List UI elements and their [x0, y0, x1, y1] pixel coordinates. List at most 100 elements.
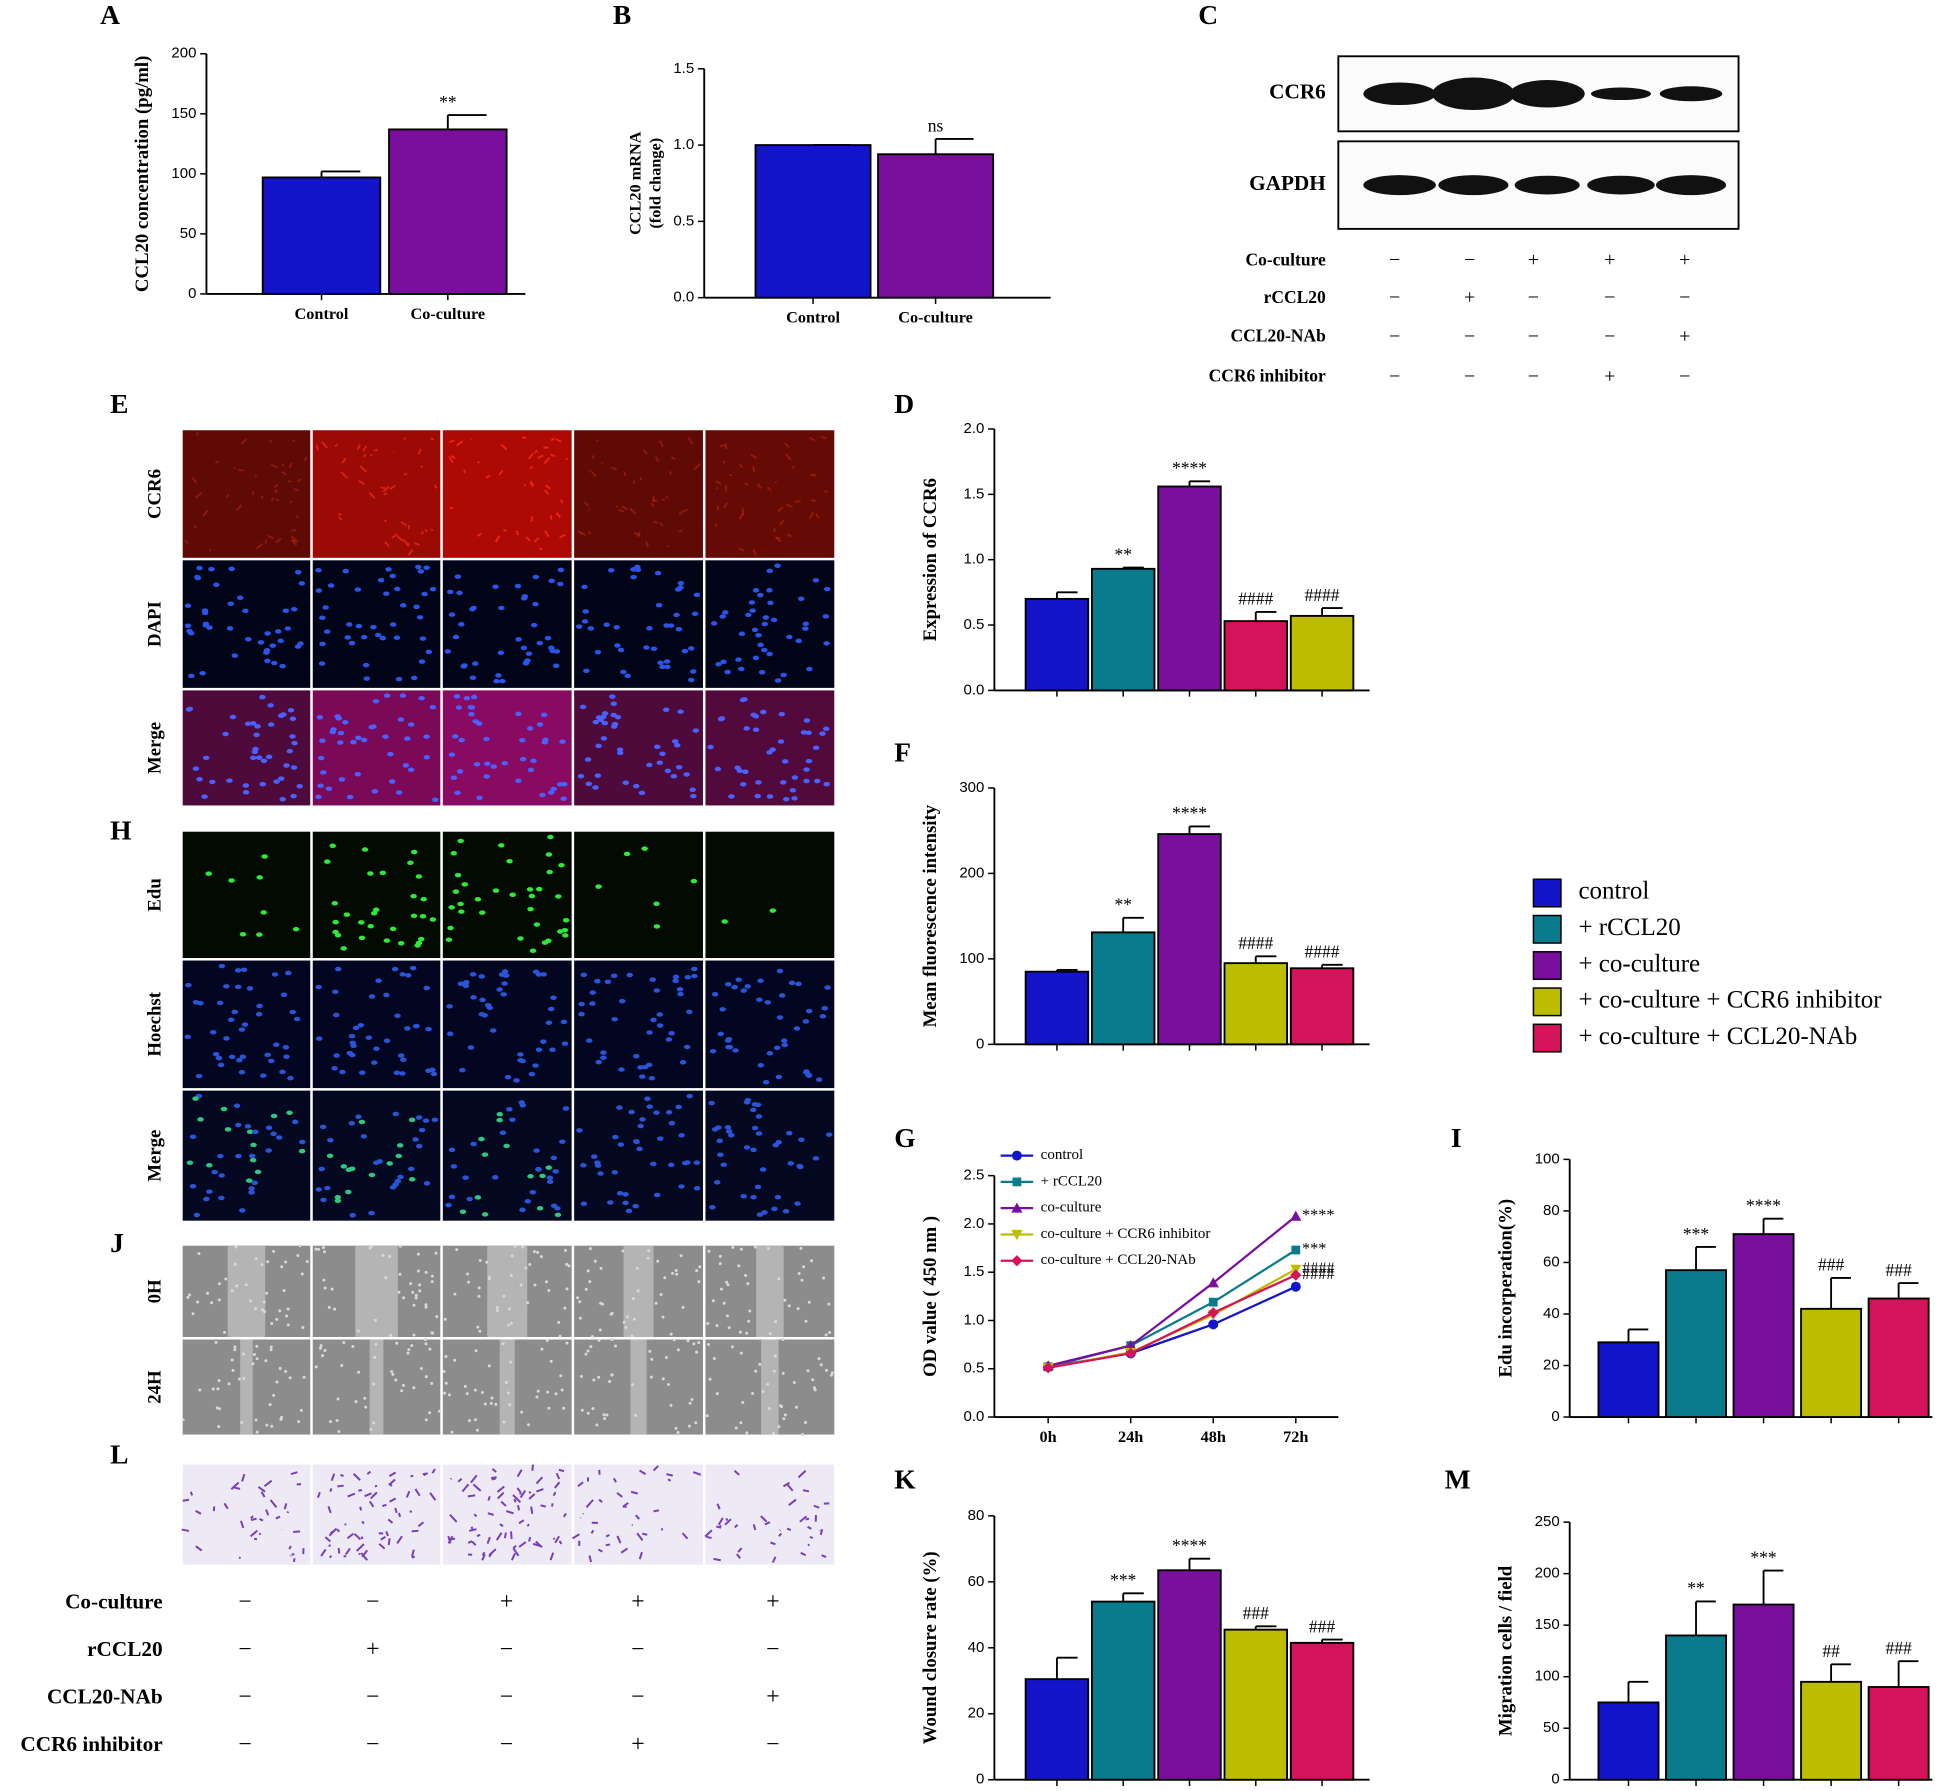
image-row-label: Hoechst	[145, 991, 166, 1056]
point	[1207, 1307, 1219, 1319]
cell	[522, 436, 527, 440]
cell	[414, 542, 421, 546]
cell	[725, 1314, 729, 1318]
micrograph	[705, 831, 835, 959]
cell	[254, 474, 258, 478]
nucleus	[594, 978, 601, 984]
nucleus	[327, 583, 335, 588]
cell	[562, 1512, 567, 1518]
nucleus	[825, 1132, 833, 1137]
cell	[424, 1342, 428, 1346]
cell	[616, 1492, 623, 1498]
cell	[813, 1504, 820, 1509]
cell	[802, 1489, 810, 1493]
cell	[736, 1553, 741, 1559]
nucleus	[362, 662, 370, 668]
cell	[473, 1513, 478, 1518]
cell	[488, 1548, 497, 1556]
cell	[430, 1280, 434, 1284]
cell	[260, 1491, 266, 1498]
y-axis-title: Mean fluorescence intensity	[920, 804, 941, 1027]
micrograph	[442, 690, 572, 806]
nucleus	[407, 860, 414, 866]
cell	[661, 1315, 665, 1319]
nucleus	[650, 1017, 657, 1023]
cell	[717, 1517, 724, 1526]
cell	[403, 437, 407, 440]
nucleus	[185, 982, 192, 988]
cell	[374, 1342, 378, 1346]
y-tick-label: 0.0	[964, 681, 985, 698]
cell	[257, 1486, 266, 1493]
nucleus	[294, 570, 302, 575]
condition-sign: −	[500, 1684, 513, 1710]
nucleus	[395, 1153, 403, 1159]
nucleus	[592, 785, 599, 790]
cell	[389, 1333, 393, 1337]
cell	[797, 1272, 801, 1276]
cell	[429, 1492, 437, 1501]
nucleus	[211, 1169, 218, 1175]
nucleus	[752, 714, 760, 719]
nucleus	[582, 609, 590, 614]
cell	[451, 454, 456, 460]
nucleus	[728, 794, 735, 799]
nucleus	[766, 794, 774, 799]
cell	[731, 1245, 735, 1249]
bar	[388, 128, 508, 295]
cell	[449, 506, 454, 510]
point	[1290, 1210, 1302, 1221]
nucleus	[430, 1071, 438, 1077]
cell	[407, 549, 414, 556]
cell	[184, 539, 189, 545]
cell	[711, 1299, 715, 1303]
nucleus	[421, 591, 428, 597]
cell	[296, 1254, 300, 1258]
cell	[799, 1246, 803, 1250]
micrograph	[705, 960, 835, 1089]
nucleus	[346, 1050, 354, 1056]
cell	[792, 1381, 796, 1385]
nucleus	[672, 978, 679, 984]
nucleus	[714, 766, 722, 772]
cell	[337, 1547, 341, 1554]
nucleus	[561, 1041, 569, 1046]
nucleus	[286, 1110, 293, 1116]
cell	[290, 1471, 298, 1476]
nucleus	[239, 932, 247, 937]
nucleus	[519, 1207, 526, 1213]
cell	[269, 1345, 273, 1349]
nucleus	[255, 755, 263, 760]
cell	[811, 1378, 815, 1382]
cell	[275, 537, 282, 544]
nucleus	[711, 992, 719, 997]
nucleus	[455, 705, 463, 710]
cell	[336, 1397, 340, 1401]
cell	[783, 1413, 787, 1417]
nucleus	[691, 611, 699, 617]
condition-sign: −	[1389, 287, 1400, 309]
nucleus	[735, 657, 742, 662]
nucleus	[777, 739, 785, 744]
nucleus	[270, 1113, 278, 1119]
nucleus	[489, 1028, 497, 1033]
condition-label: CCL20-NAb	[47, 1684, 163, 1708]
y-tick-label: 80	[968, 1507, 985, 1524]
nucleus	[756, 1212, 764, 1217]
nucleus	[677, 580, 685, 586]
nucleus	[675, 1104, 682, 1110]
cell	[242, 1377, 246, 1381]
cell	[642, 1532, 648, 1536]
nucleus	[724, 1125, 732, 1130]
cell	[750, 453, 758, 460]
cell	[241, 1473, 246, 1482]
nucleus	[357, 1023, 365, 1028]
nucleus	[689, 669, 697, 674]
cell	[273, 483, 279, 489]
nucleus	[483, 736, 490, 742]
cell	[518, 1541, 527, 1548]
cell	[239, 1520, 245, 1529]
cell	[593, 1259, 597, 1263]
nucleus	[320, 770, 327, 775]
cell	[588, 469, 592, 472]
